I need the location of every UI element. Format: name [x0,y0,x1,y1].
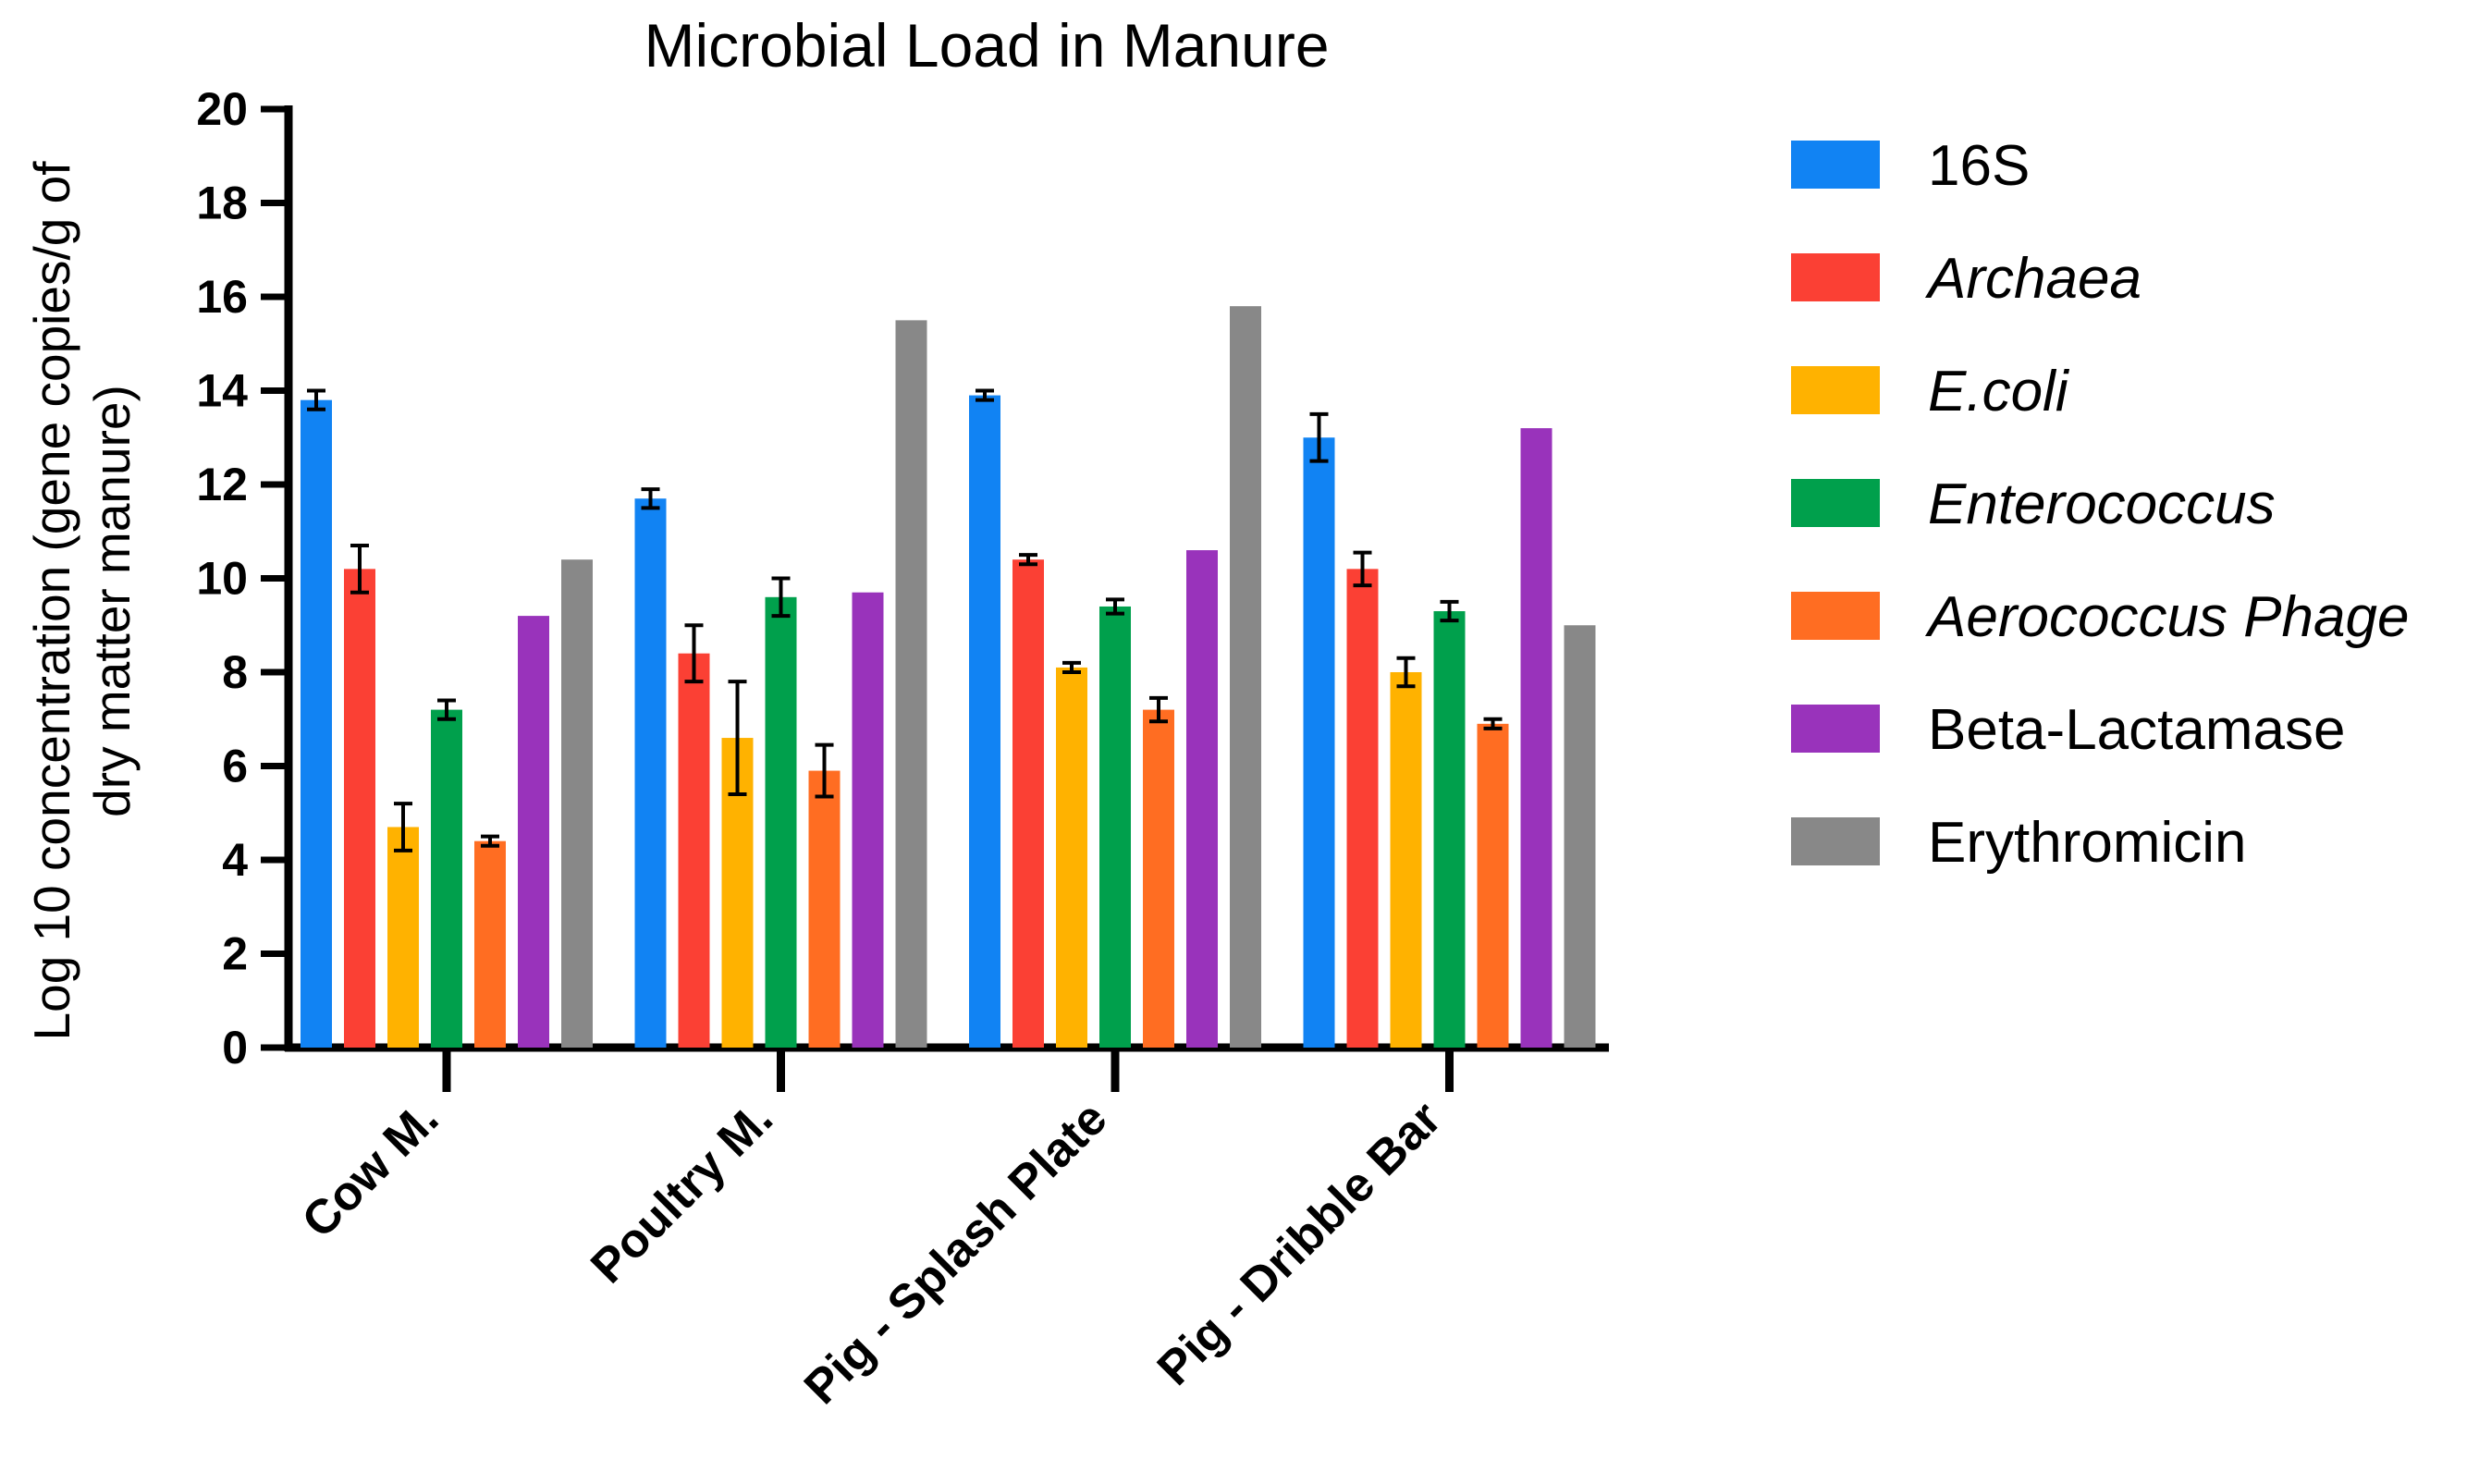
x-tick-label: Cow M. [292,1091,449,1248]
bar [634,498,667,1048]
bar [1303,437,1335,1048]
bar [895,320,927,1048]
bar [474,840,506,1048]
bar [969,395,1000,1048]
plot-area: 0 2 4 6 8 10 12 14 16 18 20 Cow M. Poultry M. Pig - S… [196,83,1609,1415]
y-axis-label-line-2: dry matter manure) [83,385,141,817]
legend-swatch [1791,366,1880,414]
legend: 16S Archaea E.coli Enterococcus Aerococcus P… [1791,134,2409,875]
bar [852,592,884,1048]
bar [1143,709,1174,1048]
x-tick-label: Pig - Splash Plate [794,1091,1118,1415]
y-tick-label: 4 [222,834,248,886]
bar [1346,569,1379,1048]
y-tick-label: 8 [222,646,248,698]
bar [431,709,462,1048]
bar [1390,672,1422,1048]
bar [1012,559,1044,1048]
legend-label: 16S [1928,134,2030,198]
y-tick-label: 6 [222,741,248,792]
bar [678,653,710,1048]
bar [561,559,593,1048]
legend-swatch [1791,479,1880,527]
bar [1564,625,1596,1048]
x-tick-label: Poultry M. [581,1091,783,1294]
y-tick-label: 12 [196,459,248,510]
y-tick-label: 18 [196,178,248,229]
y-axis-label-line-1: Log 10 concentration (gene copies/g of [23,161,80,1041]
bar [1433,611,1466,1048]
bar [1099,606,1131,1048]
bar [1186,550,1218,1048]
legend-label: Aerococcus Phage [1924,585,2409,649]
bar [1477,723,1509,1048]
legend-label: Enterococcus [1928,472,2276,536]
legend-label: Beta-Lactamase [1928,698,2345,762]
y-tick-label: 10 [196,553,248,605]
bar [301,399,332,1048]
y-tick-label: 2 [222,928,248,980]
bar [1230,306,1261,1048]
bar [344,569,375,1048]
legend-swatch [1791,817,1880,865]
y-tick-label: 16 [196,271,248,323]
x-tick-label: Pig - Dribble Bar [1147,1091,1452,1395]
legend-swatch [1791,592,1880,640]
bar [1520,428,1552,1049]
legend-swatch [1791,253,1880,301]
legend-label: Erythromicin [1928,811,2247,875]
bar [1056,667,1087,1048]
bar [518,616,549,1048]
chart-title: Microbial Load in Manure [644,11,1329,80]
y-tick-label: 20 [196,83,248,135]
bar [387,827,419,1048]
y-tick-label: 14 [196,365,248,417]
legend-swatch [1791,705,1880,753]
y-tick-label: 0 [222,1022,248,1073]
bar [808,770,841,1048]
bar [765,596,797,1048]
legend-swatch [1791,141,1880,189]
legend-label: Archaea [1924,247,2142,311]
y-axis-label: Log 10 concentration (gene copies/g of d… [23,161,141,1041]
legend-label: E.coli [1928,360,2070,423]
